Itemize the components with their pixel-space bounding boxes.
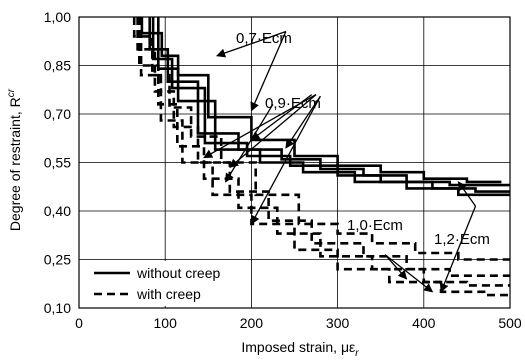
series-with-creep-0	[132, 17, 510, 261]
x-tick-label: 500	[498, 315, 522, 331]
y-tick-label: 0,40	[44, 203, 71, 219]
y-tick-label: 0,10	[44, 300, 71, 316]
x-tick-labels: 0 100 200 300 400 500	[75, 315, 522, 331]
x-tick-label: 0	[75, 315, 83, 331]
annotation-arrow	[285, 95, 321, 149]
series-without-creep-3	[157, 17, 510, 197]
annotation-0-9-ecm: 0,9·Ecm	[265, 95, 321, 112]
y-axis-label-sup: cr	[6, 88, 17, 97]
annotation-labels: 0,7·Ecm 0,9·Ecm 1,0·Ecm 1,2·Ecm	[236, 30, 490, 248]
series-without-creep-2	[151, 17, 510, 193]
annotation-1-0-ecm: 1,0·Ecm	[347, 217, 403, 234]
annotation-arrow	[439, 205, 477, 293]
series-with-creep-2	[138, 17, 510, 287]
annotation-arrow	[457, 181, 477, 207]
annotation-0-7-ecm: 0,7·Ecm	[236, 30, 292, 47]
y-tick-label: 1,00	[44, 9, 71, 25]
y-tick-label: 0,85	[44, 58, 71, 74]
x-tick-label: 300	[326, 315, 350, 331]
x-axis-label-main: Imposed strain, με	[241, 339, 355, 355]
y-tick-label: 0,55	[44, 155, 71, 171]
series-without-creep-0	[140, 17, 502, 184]
annotation-arrows	[203, 30, 477, 293]
annotation-arrow	[250, 95, 321, 225]
y-axis-label: Degree of restraint, Rcr	[6, 88, 23, 231]
series-with-creep-3	[139, 17, 510, 297]
annotation-arrow	[384, 254, 408, 280]
plot-frame	[78, 16, 511, 309]
x-tick-label: 200	[240, 315, 264, 331]
y-tick-label: 0,25	[44, 252, 71, 268]
annotation-arrow	[384, 254, 434, 293]
annotation-arrow	[250, 94, 313, 141]
x-axis-label: Imposed strain, μεr	[241, 339, 359, 359]
annotation-arrow	[250, 31, 287, 112]
annotation-arrow	[224, 103, 274, 183]
y-tick-label: 0,70	[44, 106, 71, 122]
legend-label-with-creep: with creep	[136, 286, 201, 302]
annotation-1-2-ecm: 1,2·Ecm	[434, 231, 490, 248]
series-layer	[132, 17, 510, 297]
x-axis-label-sub: r	[355, 348, 359, 359]
annotation-arrow	[216, 30, 287, 58]
x-tick-label: 400	[412, 315, 436, 331]
legend-label-without-creep: without creep	[136, 265, 220, 281]
legend: without creep with creep	[82, 261, 250, 306]
y-tick-labels: 0,10 0,25 0,40 0,55 0,70 0,85 1,00	[44, 9, 71, 316]
y-axis-label-main: Degree of restraint, R	[7, 97, 23, 231]
x-tick-label: 100	[154, 315, 178, 331]
annotation-arrow	[229, 94, 317, 168]
